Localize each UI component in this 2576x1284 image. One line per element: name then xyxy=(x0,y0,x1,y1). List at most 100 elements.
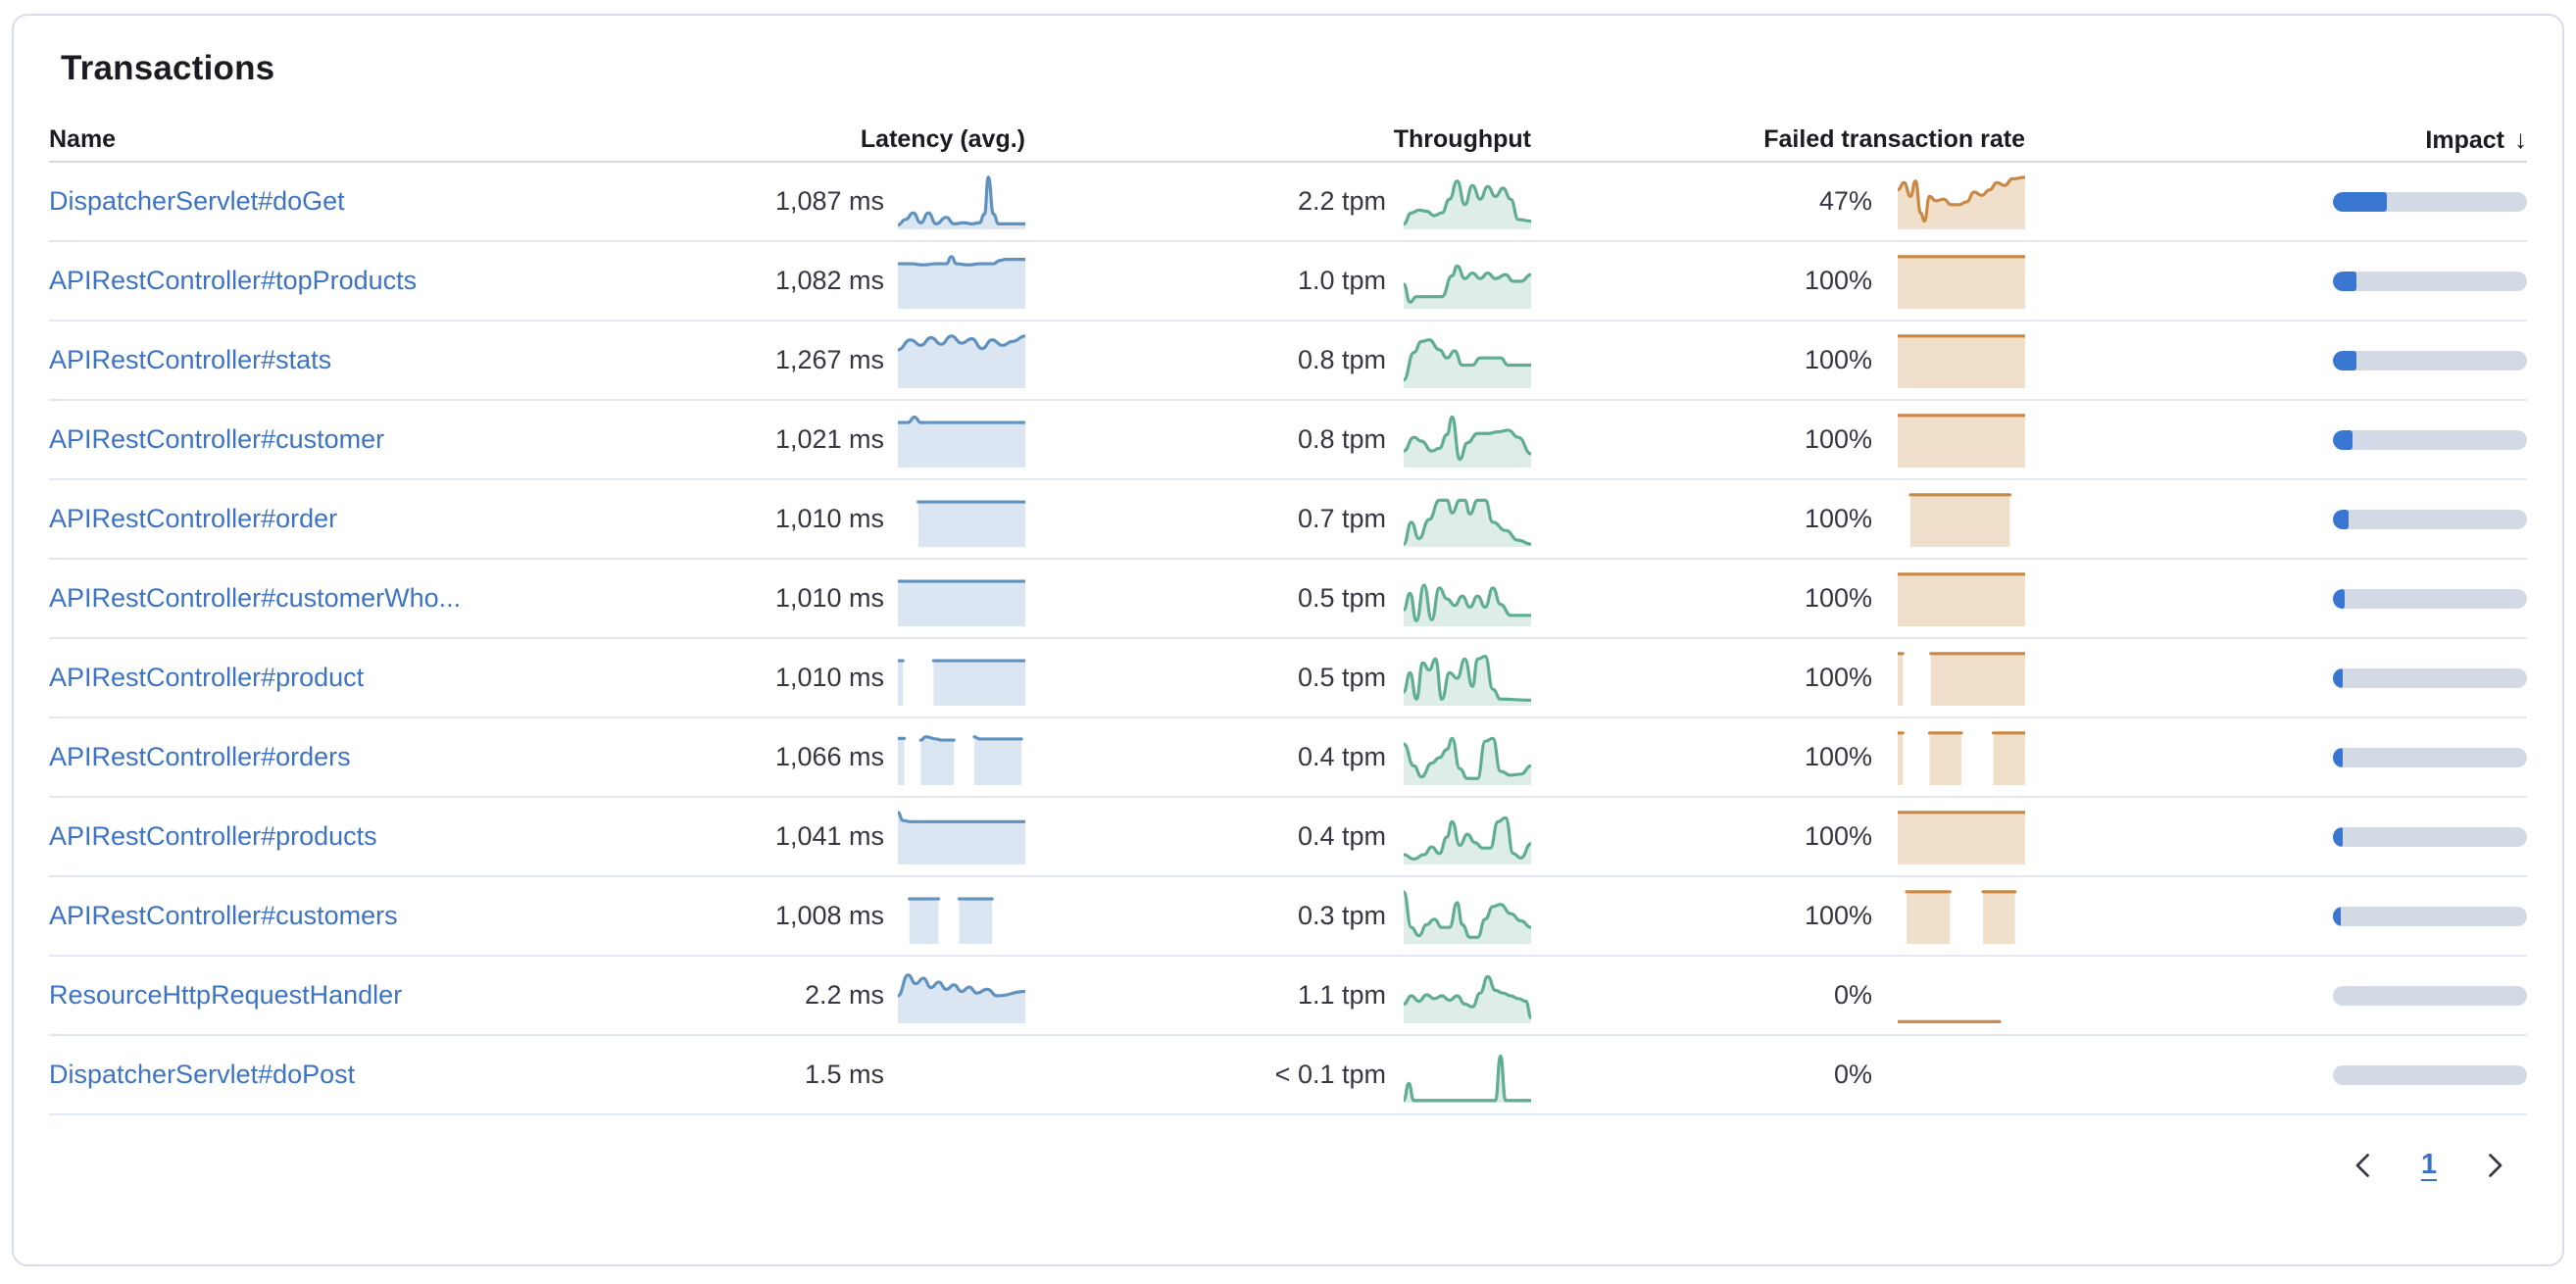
impact-bar-fill xyxy=(2333,429,2353,450)
latency-sparkline xyxy=(892,718,1025,796)
table-row: APIRestController#customer 1,021 ms 0.8 … xyxy=(49,401,2527,480)
failed-rate-value: 100% xyxy=(1804,742,1872,771)
failed-rate-sparkline xyxy=(1880,957,2025,1034)
table-row: APIRestController#topProducts 1,082 ms 1… xyxy=(49,242,2527,321)
transaction-name-link[interactable]: APIRestController#customer xyxy=(49,424,385,454)
next-page-button[interactable] xyxy=(2482,1151,2507,1180)
table-row: DispatcherServlet#doPost 1.5 ms < 0.1 tp… xyxy=(49,1036,2527,1115)
failed-rate-sparkline xyxy=(1880,163,2025,240)
column-header-failed-rate[interactable]: Failed transaction rate xyxy=(1763,124,2025,153)
transaction-name-link[interactable]: APIRestController#customers xyxy=(49,901,398,930)
failed-rate-sparkline xyxy=(1880,560,2025,637)
column-header-impact[interactable]: Impact ↓ xyxy=(2425,123,2527,154)
table-row: APIRestController#product 1,010 ms 0.5 t… xyxy=(49,639,2527,718)
chevron-left-icon xyxy=(2355,1153,2369,1177)
impact-bar-fill xyxy=(2333,350,2356,370)
throughput-sparkline xyxy=(1394,877,1531,955)
impact-cell xyxy=(2025,906,2527,926)
table-row: APIRestController#order 1,010 ms 0.7 tpm… xyxy=(49,480,2527,560)
chevron-right-icon xyxy=(2489,1153,2502,1177)
impact-bar-fill xyxy=(2333,747,2343,767)
transaction-name-link[interactable]: APIRestController#order xyxy=(49,504,338,533)
throughput-sparkline xyxy=(1394,560,1531,637)
latency-value: 1,087 ms xyxy=(774,186,884,216)
failed-rate-value: 0% xyxy=(1833,1060,1872,1089)
transaction-name-link[interactable]: DispatcherServlet#doGet xyxy=(49,186,345,216)
transaction-name-link[interactable]: APIRestController#orders xyxy=(49,742,351,771)
impact-cell xyxy=(2025,350,2527,370)
table-row: ResourceHttpRequestHandler 2.2 ms 1.1 tp… xyxy=(49,957,2527,1036)
previous-page-button[interactable] xyxy=(2351,1151,2376,1180)
failed-rate-value: 100% xyxy=(1804,424,1872,454)
impact-bar xyxy=(2333,747,2527,767)
transaction-name-link[interactable]: DispatcherServlet#doPost xyxy=(49,1060,356,1089)
latency-sparkline xyxy=(892,639,1025,716)
transaction-name-link[interactable]: APIRestController#topProducts xyxy=(49,266,418,295)
transaction-name-link[interactable]: APIRestController#stats xyxy=(49,345,332,374)
failed-rate-value: 100% xyxy=(1804,901,1872,930)
failed-rate-sparkline xyxy=(1880,242,2025,320)
failed-rate-sparkline xyxy=(1880,639,2025,716)
latency-value: 1,066 ms xyxy=(774,742,884,771)
transaction-name-link[interactable]: APIRestController#product xyxy=(49,663,365,692)
column-header-throughput[interactable]: Throughput xyxy=(1393,124,1531,153)
latency-sparkline xyxy=(892,877,1025,955)
column-header-name[interactable]: Name xyxy=(49,124,117,153)
throughput-value: < 0.1 tpm xyxy=(1274,1060,1386,1089)
latency-value: 1,021 ms xyxy=(774,424,884,454)
impact-bar xyxy=(2333,588,2527,609)
impact-cell xyxy=(2025,429,2527,450)
impact-bar-fill xyxy=(2333,826,2343,847)
throughput-sparkline xyxy=(1394,480,1531,558)
latency-sparkline xyxy=(892,1036,1025,1113)
throughput-value: 1.1 tpm xyxy=(1297,980,1386,1010)
throughput-value: 0.4 tpm xyxy=(1297,821,1386,851)
impact-bar xyxy=(2333,509,2527,529)
impact-bar xyxy=(2333,1064,2527,1085)
latency-value: 1,008 ms xyxy=(774,901,884,930)
impact-bar xyxy=(2333,271,2527,291)
table-row: APIRestController#customers 1,008 ms 0.3… xyxy=(49,877,2527,957)
throughput-value: 0.5 tpm xyxy=(1297,583,1386,613)
impact-bar-fill xyxy=(2333,906,2341,926)
failed-rate-sparkline xyxy=(1880,877,2025,955)
pagination: 1 xyxy=(49,1115,2527,1191)
impact-bar-fill xyxy=(2333,667,2343,688)
impact-bar-fill xyxy=(2333,509,2349,529)
throughput-sparkline xyxy=(1394,718,1531,796)
impact-bar xyxy=(2333,985,2527,1006)
latency-value: 1,010 ms xyxy=(774,504,884,533)
table-row: APIRestController#orders 1,066 ms 0.4 tp… xyxy=(49,718,2527,798)
transaction-name-link[interactable]: APIRestController#products xyxy=(49,821,377,851)
throughput-sparkline xyxy=(1394,401,1531,478)
throughput-value: 1.0 tpm xyxy=(1297,266,1386,295)
latency-value: 1,041 ms xyxy=(774,821,884,851)
transaction-name-link[interactable]: APIRestController#customerWho... xyxy=(49,583,462,613)
latency-value: 1,010 ms xyxy=(774,583,884,613)
impact-cell xyxy=(2025,191,2527,212)
table-body: DispatcherServlet#doGet 1,087 ms 2.2 tpm… xyxy=(49,163,2527,1115)
column-header-latency[interactable]: Latency (avg.) xyxy=(860,124,1025,153)
table-row: DispatcherServlet#doGet 1,087 ms 2.2 tpm… xyxy=(49,163,2527,242)
failed-rate-sparkline xyxy=(1880,1036,2025,1113)
impact-cell xyxy=(2025,667,2527,688)
latency-value: 1,010 ms xyxy=(774,663,884,692)
latency-value: 2.2 ms xyxy=(804,980,884,1010)
latency-sparkline xyxy=(892,798,1025,875)
failed-rate-value: 100% xyxy=(1804,345,1872,374)
transaction-name-link[interactable]: ResourceHttpRequestHandler xyxy=(49,980,403,1010)
latency-sparkline xyxy=(892,242,1025,320)
throughput-value: 0.8 tpm xyxy=(1297,345,1386,374)
throughput-value: 0.8 tpm xyxy=(1297,424,1386,454)
throughput-sparkline xyxy=(1394,163,1531,240)
table-row: APIRestController#stats 1,267 ms 0.8 tpm… xyxy=(49,321,2527,401)
failed-rate-sparkline xyxy=(1880,798,2025,875)
impact-bar-fill xyxy=(2333,271,2356,291)
failed-rate-sparkline xyxy=(1880,718,2025,796)
failed-rate-value: 100% xyxy=(1804,821,1872,851)
page-title: Transactions xyxy=(61,49,275,87)
page-number-current[interactable]: 1 xyxy=(2420,1149,2437,1180)
latency-sparkline xyxy=(892,480,1025,558)
impact-cell xyxy=(2025,985,2527,1006)
impact-cell xyxy=(2025,1064,2527,1085)
